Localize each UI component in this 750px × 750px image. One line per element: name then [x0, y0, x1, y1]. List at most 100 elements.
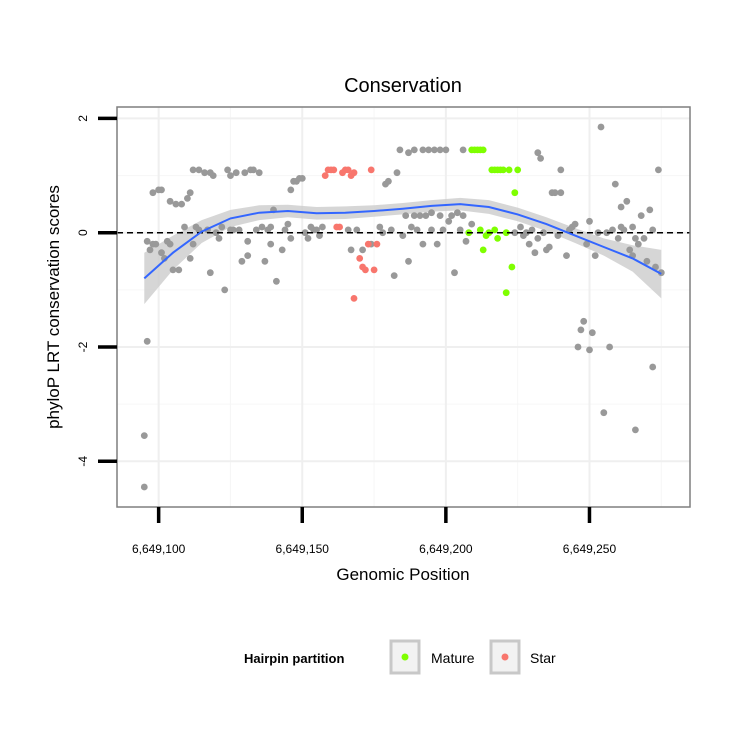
point-star — [350, 169, 358, 177]
point-other — [456, 226, 464, 234]
point-other — [244, 237, 252, 245]
point-other — [405, 257, 412, 265]
point-other — [385, 177, 392, 185]
legend-item-mature: Mature — [389, 639, 475, 675]
legend-item-star: Star — [489, 639, 556, 675]
point-other — [146, 246, 154, 254]
point-other — [643, 257, 651, 265]
point-other — [209, 172, 217, 180]
confidence-band — [144, 197, 662, 305]
point-other — [574, 343, 582, 351]
point-other — [436, 146, 444, 154]
point-other — [428, 226, 435, 234]
point-other — [353, 226, 361, 234]
point-star — [336, 223, 343, 231]
point-other — [143, 237, 151, 245]
point-other — [445, 217, 453, 225]
point-other — [215, 235, 223, 242]
point-other — [181, 223, 188, 231]
point-other — [436, 212, 444, 220]
point-other — [597, 123, 605, 131]
point-other — [178, 200, 186, 208]
point-other — [376, 223, 384, 231]
point-other — [273, 277, 280, 285]
point-other — [614, 235, 622, 242]
point-other — [459, 212, 467, 220]
point-other — [287, 235, 295, 242]
point-other — [313, 226, 320, 234]
point-other — [195, 166, 203, 174]
point-other — [611, 180, 619, 188]
point-other — [175, 266, 183, 274]
x-tick-label: 6,649,250 — [563, 542, 617, 556]
point-other — [232, 169, 240, 177]
x-axis-title: Genomic Position — [336, 565, 469, 584]
point-other — [319, 223, 326, 231]
point-other — [425, 146, 432, 154]
point-other — [580, 317, 588, 325]
point-other — [184, 195, 191, 202]
point-other — [554, 232, 562, 240]
x-tick-label: 6,649,150 — [276, 542, 330, 556]
point-other — [405, 149, 412, 157]
point-other — [261, 257, 269, 265]
y-tick-label: -4 — [76, 456, 90, 467]
smooth-line — [143, 203, 662, 280]
point-other — [158, 249, 165, 257]
point-mature — [499, 166, 507, 174]
point-star — [373, 240, 381, 248]
point-star — [364, 240, 372, 248]
point-other — [591, 252, 599, 259]
point-other — [583, 240, 590, 248]
point-other — [632, 426, 639, 434]
point-other — [186, 255, 194, 262]
point-other — [410, 146, 418, 154]
point-other — [454, 209, 461, 217]
point-other — [462, 237, 470, 245]
point-other — [600, 409, 608, 417]
point-mature — [502, 289, 510, 297]
point-other — [586, 346, 593, 354]
point-other — [571, 220, 579, 228]
point-other — [540, 229, 547, 237]
x-tick-label: 6,649,200 — [419, 542, 473, 556]
point-other — [287, 186, 295, 194]
x-tick-label: 6,649,100 — [132, 542, 186, 556]
point-other — [448, 212, 455, 220]
y-axis: -4 -2 0 2 — [76, 115, 117, 467]
point-other — [281, 226, 289, 234]
point-other — [227, 172, 234, 180]
plot-panel — [117, 107, 690, 507]
point-other — [557, 189, 565, 197]
point-other — [551, 189, 559, 197]
point-other — [410, 212, 418, 220]
point-other — [408, 223, 415, 231]
smooth-line-group — [143, 203, 662, 280]
point-other — [517, 223, 524, 231]
point-other — [637, 212, 645, 220]
y-tick-label: -2 — [76, 341, 90, 352]
y-tick-label: 2 — [76, 115, 90, 122]
point-mature — [476, 226, 484, 234]
point-star — [367, 166, 375, 174]
point-other — [603, 229, 611, 237]
point-other — [186, 189, 194, 197]
point-star — [350, 295, 358, 302]
point-other — [655, 166, 662, 174]
point-other — [632, 235, 639, 242]
legend-title: Hairpin partition — [244, 651, 344, 666]
confidence-band-group — [144, 197, 662, 305]
point-other — [431, 146, 438, 154]
point-other — [201, 169, 209, 177]
point-mature — [502, 229, 510, 237]
point-other — [451, 269, 458, 277]
point-other — [284, 220, 292, 228]
point-other — [206, 269, 214, 277]
point-mature — [494, 235, 501, 242]
point-other — [316, 232, 323, 240]
point-other — [422, 212, 430, 220]
point-other — [140, 432, 148, 439]
point-other — [646, 206, 654, 214]
point-mature — [479, 246, 487, 254]
